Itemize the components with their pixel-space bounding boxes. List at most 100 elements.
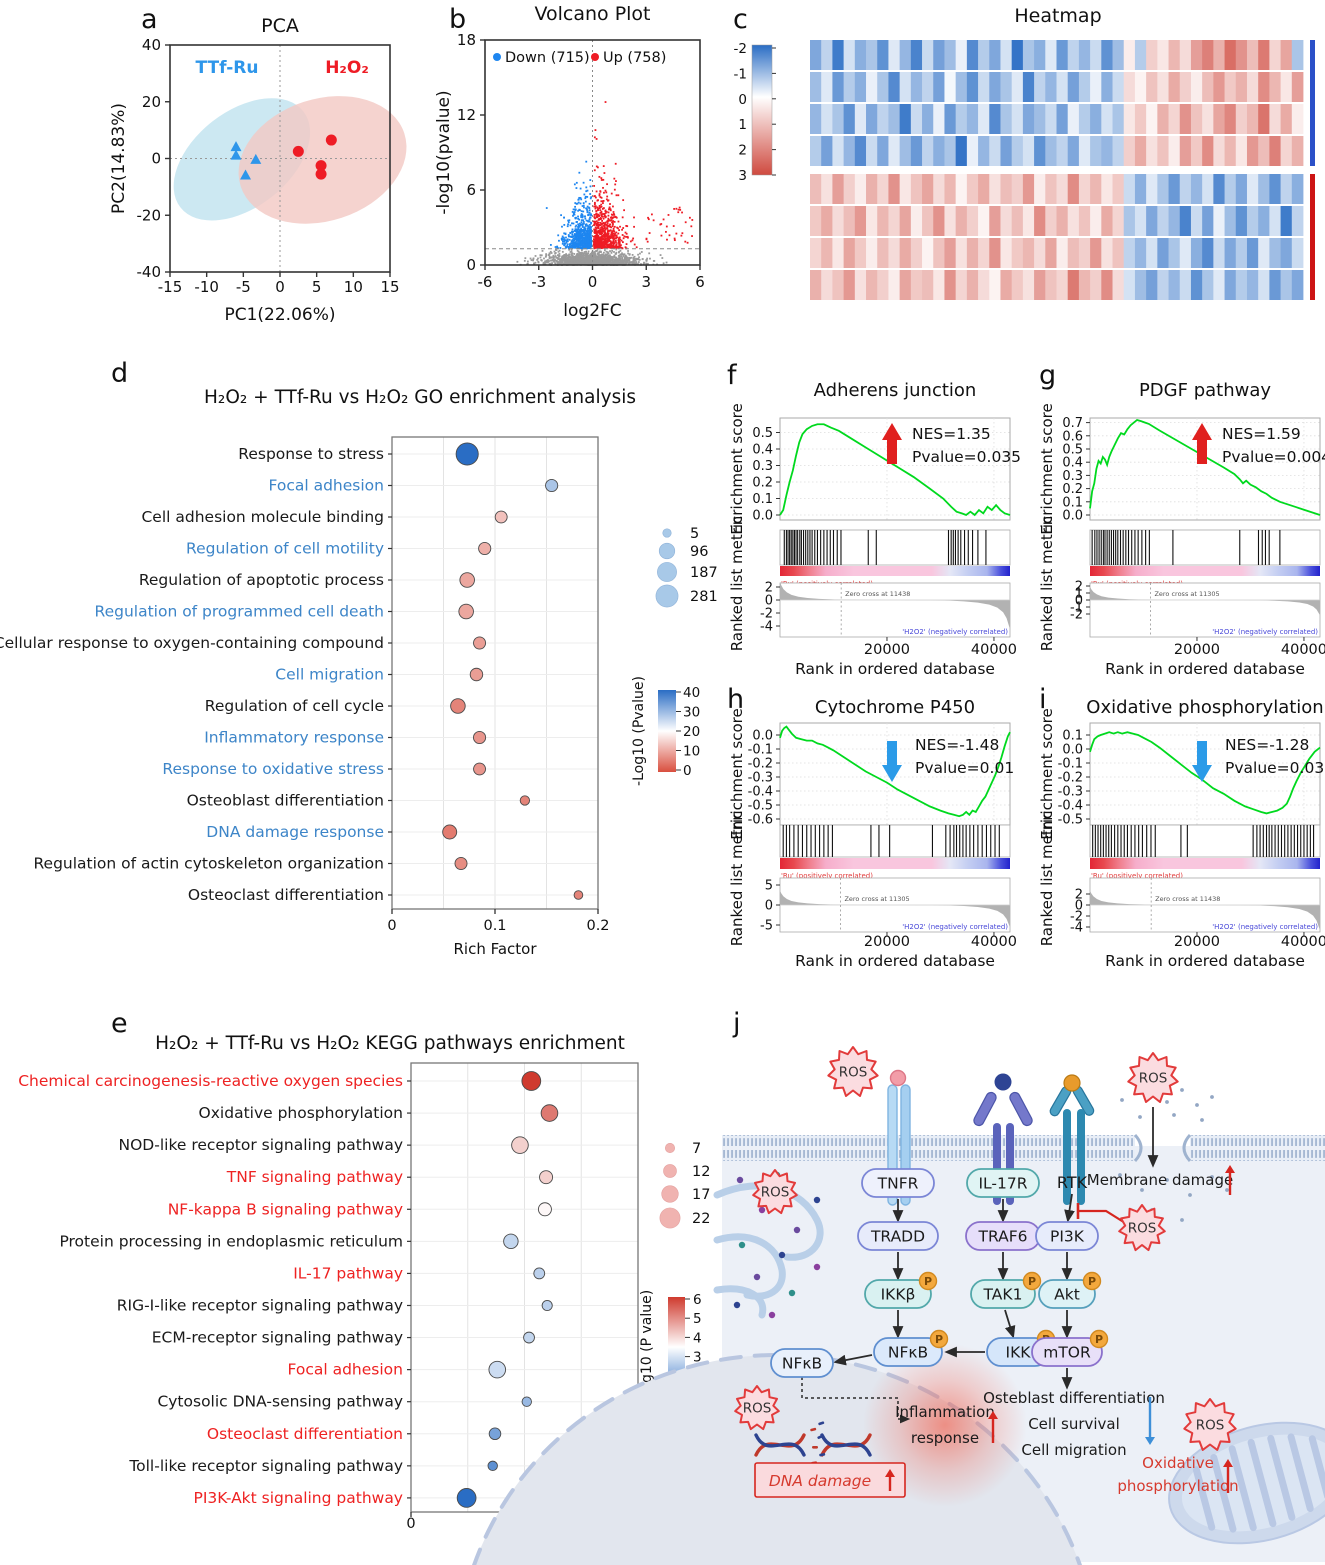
svg-text:Ranked list metric: Ranked list metric: [728, 811, 746, 947]
svg-text:Oxidative phosphorylation: Oxidative phosphorylation: [1086, 697, 1323, 718]
svg-text:0.4: 0.4: [752, 443, 773, 458]
svg-text:'H2O2' (negatively correlated): 'H2O2' (negatively correlated): [1212, 923, 1318, 931]
svg-text:40000: 40000: [971, 934, 1017, 950]
svg-text:0.0: 0.0: [1062, 743, 1083, 758]
svg-text:0.2: 0.2: [586, 918, 609, 934]
svg-text:'Ru' (positively correlated): 'Ru' (positively correlated): [1091, 872, 1183, 880]
svg-text:0: 0: [588, 273, 598, 291]
svg-text:10: 10: [683, 744, 700, 760]
svg-text:Rank in ordered database: Rank in ordered database: [795, 952, 995, 970]
panel-label-g: g: [1039, 360, 1057, 391]
svg-text:2: 2: [738, 143, 747, 159]
panel-h-gsea-cyp450: Cytochrome P450 0.0-0.1-0.2-0.3-0.4-0.5-0…: [728, 697, 1017, 970]
svg-text:-2: -2: [760, 607, 773, 622]
svg-text:Regulation of programmed cell: Regulation of programmed cell death: [95, 603, 385, 621]
svg-text:IL-17 pathway: IL-17 pathway: [293, 1264, 403, 1282]
svg-text:3: 3: [738, 168, 747, 184]
svg-text:Regulation of apoptotic proces: Regulation of apoptotic process: [139, 571, 384, 589]
svg-text:5: 5: [312, 278, 322, 296]
svg-text:NFκB: NFκB: [888, 1344, 928, 1362]
panel-label-a: a: [141, 4, 158, 35]
svg-text:0.4: 0.4: [1062, 456, 1083, 471]
svg-text:-Log10 (Pvalue): -Log10 (Pvalue): [631, 676, 647, 786]
svg-text:NES=1.35: NES=1.35: [912, 425, 991, 443]
svg-text:-0.4: -0.4: [1058, 799, 1083, 814]
svg-text:-15: -15: [158, 278, 183, 296]
svg-text:response: response: [911, 1429, 979, 1447]
svg-text:20000: 20000: [864, 642, 910, 658]
svg-text:40000: 40000: [1281, 642, 1325, 658]
svg-text:Osteoblast differentiation: Osteoblast differentiation: [187, 792, 384, 810]
svg-text:PC1(22.06%): PC1(22.06%): [224, 305, 335, 325]
svg-text:TNF signaling pathway: TNF signaling pathway: [226, 1168, 403, 1186]
svg-text:Inflammatory response: Inflammatory response: [204, 729, 384, 747]
svg-text:0: 0: [275, 278, 285, 296]
svg-text:20: 20: [683, 724, 700, 740]
svg-text:12: 12: [457, 106, 476, 124]
svg-text:Ranked list metric: Ranked list metric: [728, 516, 746, 652]
svg-text:Rich Factor: Rich Factor: [453, 940, 537, 958]
svg-text:IKK: IKK: [1006, 1344, 1032, 1362]
svg-text:30: 30: [683, 705, 700, 721]
panel-label-d: d: [111, 358, 129, 389]
svg-text:Pvalue=0.004: Pvalue=0.004: [1222, 448, 1325, 466]
svg-text:Enrichment score: Enrichment score: [1038, 708, 1056, 839]
svg-text:4: 4: [693, 1330, 702, 1346]
panel-e-kegg-bubble-chart: H₂O₂ + TTf-Ru vs H₂O₂ KEGG pathways enri…: [18, 1033, 710, 1558]
svg-text:Heatmap: Heatmap: [1014, 5, 1101, 27]
panel-a-pca-plot: PCA -15 -10 -5 0 5 10 15 40 20 0 -20 -40 PC1(22.06%) P…: [109, 15, 407, 325]
svg-text:NOD-like receptor signaling pa: NOD-like receptor signaling pathway: [119, 1136, 403, 1154]
svg-text:PI3K-Akt signaling pathway: PI3K-Akt signaling pathway: [194, 1489, 404, 1507]
svg-text:ECM-receptor signaling pathway: ECM-receptor signaling pathway: [152, 1329, 403, 1347]
svg-text:PC2(14.83%): PC2(14.83%): [109, 103, 129, 214]
svg-text:2: 2: [1075, 888, 1083, 903]
svg-text:P: P: [1095, 1333, 1103, 1346]
svg-text:Osteoclast differentiation: Osteoclast differentiation: [207, 1425, 403, 1443]
svg-text:Volcano Plot: Volcano Plot: [534, 3, 650, 25]
panel-f-gsea-adherens: Adherens junction0.50.40.30.20.10.0'Ru' …: [728, 380, 1021, 678]
svg-text:Rank in ordered database: Rank in ordered database: [1105, 952, 1305, 970]
svg-text:P: P: [1088, 1275, 1096, 1288]
svg-text:Cell adhesion molecule binding: Cell adhesion molecule binding: [141, 508, 384, 526]
svg-text:0.1: 0.1: [752, 492, 773, 507]
svg-text:Protein processing in endoplas: Protein processing in endoplasmic reticu…: [59, 1232, 403, 1250]
svg-text:0: 0: [765, 899, 773, 914]
svg-text:Rank in ordered database: Rank in ordered database: [1105, 660, 1305, 678]
svg-text:Focal adhesion: Focal adhesion: [269, 477, 385, 495]
svg-text:7: 7: [692, 1141, 701, 1157]
svg-text:Zero cross at 11305: Zero cross at 11305: [1154, 590, 1219, 598]
svg-text:TNFR: TNFR: [877, 1175, 919, 1193]
svg-text:0: 0: [1075, 899, 1083, 914]
svg-text:-0.5: -0.5: [748, 799, 773, 814]
svg-text:0: 0: [683, 763, 692, 779]
svg-text:0.0: 0.0: [752, 509, 773, 524]
panel-d-go-bubble-chart: H₂O₂ + TTf-Ru vs H₂O₂ GO enrichment anal…: [0, 387, 718, 958]
svg-text:Regulation of cell cycle: Regulation of cell cycle: [205, 697, 384, 715]
svg-text:Rank in ordered database: Rank in ordered database: [795, 660, 995, 678]
svg-text:H₂O₂: H₂O₂: [1321, 219, 1325, 254]
svg-text:'H2O2' (negatively correlated): 'H2O2' (negatively correlated): [902, 923, 1008, 931]
svg-text:-0.5: -0.5: [1058, 813, 1083, 828]
svg-text:281: 281: [690, 589, 718, 605]
svg-text:RIG-I-like receptor signaling: RIG-I-like receptor signaling pathway: [117, 1296, 403, 1314]
svg-text:-log10(pvalue): -log10(pvalue): [434, 90, 454, 214]
svg-text:Pvalue=0.039: Pvalue=0.039: [1225, 759, 1325, 777]
panel-g-gsea-pdgf: PDGF pathway0.70.60.50.40.30.20.10.0'Ru'…: [1038, 380, 1325, 678]
svg-text:Pvalue=0.01: Pvalue=0.01: [915, 759, 1014, 777]
svg-text:Inflammation: Inflammation: [895, 1403, 995, 1421]
panel-label-c: c: [733, 4, 748, 35]
svg-text:0.5: 0.5: [752, 426, 773, 441]
svg-text:Toll-like receptor signaling p: Toll-like receptor signaling pathway: [128, 1457, 403, 1475]
svg-text:NF-kappa B signaling pathway: NF-kappa B signaling pathway: [168, 1200, 403, 1218]
svg-text:TRADD: TRADD: [870, 1228, 925, 1246]
svg-text:17: 17: [692, 1187, 710, 1203]
svg-text:0: 0: [151, 150, 161, 168]
svg-text:ROS: ROS: [743, 1401, 772, 1417]
svg-text:-6: -6: [478, 273, 493, 291]
svg-text:TTf-Ru: TTf-Ru: [196, 58, 259, 78]
svg-text:Focal adhesion: Focal adhesion: [288, 1361, 404, 1379]
svg-text:0: 0: [1075, 594, 1083, 609]
svg-text:40: 40: [142, 36, 161, 54]
svg-text:-10: -10: [194, 278, 219, 296]
